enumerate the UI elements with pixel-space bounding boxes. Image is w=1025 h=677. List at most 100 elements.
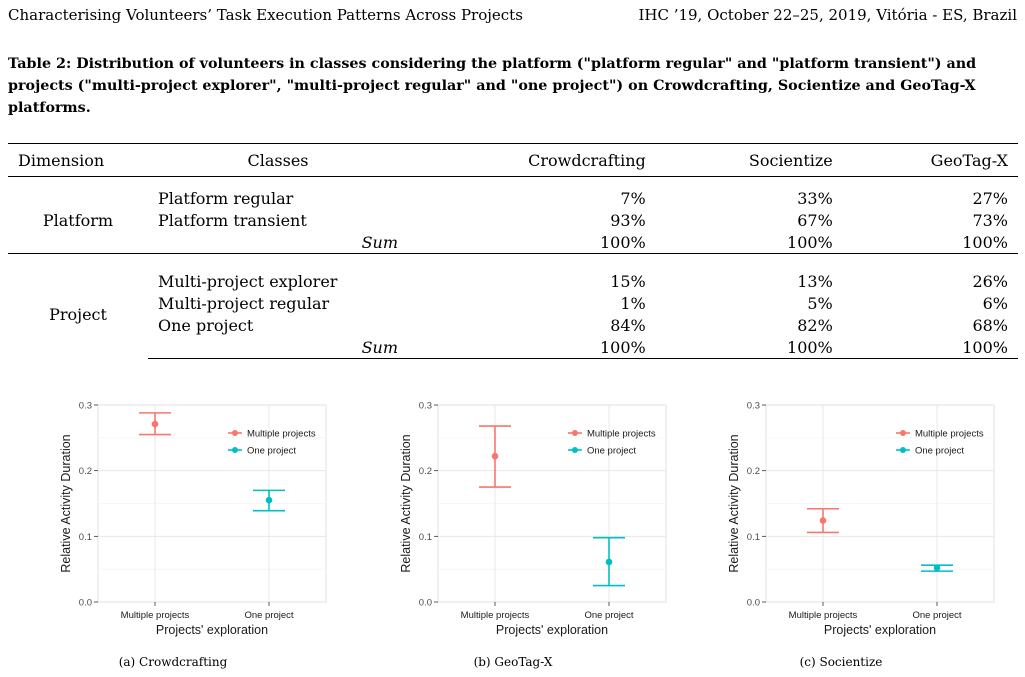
- x-axis-label: Projects' exploration: [156, 623, 268, 637]
- table-row: Multi-project regular 1% 5% 6%: [8, 292, 1018, 314]
- legend-label: One project: [915, 446, 964, 457]
- legend-label: Multiple projects: [915, 429, 984, 440]
- y-axis-label: Relative Activity Duration: [727, 434, 741, 572]
- table-header-row: Dimension Classes Crowdcrafting Socienti…: [8, 143, 1018, 177]
- column-header-socientize: Socientize: [655, 143, 843, 177]
- column-header-crowdcrafting: Crowdcrafting: [408, 143, 656, 177]
- legend-key-point: [231, 430, 238, 436]
- value-cell: 5%: [807, 293, 833, 313]
- legend-label: One project: [247, 446, 296, 457]
- y-tick-label: 0.0: [419, 598, 432, 609]
- value-cell: 13%: [797, 271, 833, 291]
- chart-geotag: 0.0 0.1 0.2 0.3 Multiple projects One project…: [399, 401, 667, 637]
- x-axis-label: Projects' exploration: [496, 623, 608, 637]
- legend-label: Multiple projects: [247, 429, 316, 440]
- class-cell: Platform transient: [158, 210, 307, 230]
- sum-value: 100%: [842, 336, 1018, 359]
- y-tick-label: 0.1: [747, 532, 760, 543]
- y-tick-label: 0.0: [79, 598, 92, 609]
- data-point: [151, 420, 159, 428]
- value-cell: 27%: [972, 188, 1008, 208]
- y-tick-label: 0.3: [79, 401, 92, 412]
- x-axis-label: Projects' exploration: [824, 623, 936, 637]
- x-tick-label: One project: [912, 610, 961, 621]
- y-tick-label: 0.2: [747, 466, 760, 477]
- data-point: [933, 564, 941, 572]
- value-cell: 15%: [610, 271, 646, 291]
- running-header: Characterising Volunteers’ Task Executio…: [8, 6, 1017, 26]
- dimension-cell: Platform: [42, 210, 114, 230]
- value-cell: 6%: [982, 293, 1008, 313]
- data-point: [491, 452, 499, 460]
- y-axis-label: Relative Activity Duration: [399, 434, 413, 572]
- x-tick-label: One project: [244, 610, 293, 621]
- value-cell: 33%: [797, 188, 833, 208]
- chart-crowdcrafting: 0.0 0.1 0.2 0.3 Multiple projects One project…: [59, 401, 327, 637]
- y-tick-label: 0.1: [79, 532, 92, 543]
- value-cell: 73%: [972, 210, 1008, 230]
- sum-value: 100%: [962, 232, 1008, 252]
- legend-key-point: [899, 447, 906, 453]
- table-row: Project Multi-project explorer 15% 13% 2…: [8, 270, 1018, 324]
- x-tick-label: Multiple projects: [121, 610, 190, 621]
- value-cell: 1%: [620, 293, 646, 313]
- chart-panel-crowdcrafting: 0.0 0.1 0.2 0.3 Multiple projects One project…: [8, 395, 338, 677]
- legend-key-point: [571, 447, 578, 453]
- value-cell: 82%: [797, 315, 833, 335]
- subfigure-caption: (c) Socientize: [799, 655, 883, 669]
- sum-label: Sum: [148, 336, 408, 359]
- table-row: Platform Platform regular 7% 33% 27%: [8, 187, 1018, 230]
- sum-value: 100%: [787, 232, 833, 252]
- chart-socientize: 0.0 0.1 0.2 0.3 Multiple projects One project…: [727, 401, 995, 637]
- column-header-geotag: GeoTag-X: [842, 143, 1018, 177]
- table-row: One project 84% 82% 68%: [8, 314, 1018, 336]
- data-point: [265, 496, 273, 504]
- class-cell: Multi-project regular: [158, 293, 330, 313]
- column-header-dimension: Dimension: [8, 143, 148, 177]
- dimension-cell: Project: [49, 304, 107, 324]
- y-tick-label: 0.3: [747, 401, 760, 412]
- table-row: Platform transient 93% 67% 73%: [8, 209, 1018, 231]
- x-tick-label: Multiple projects: [461, 610, 530, 621]
- column-header-classes: Classes: [148, 143, 408, 177]
- sum-value: 100%: [408, 336, 656, 359]
- value-cell: 84%: [610, 315, 646, 335]
- sum-value: 100%: [655, 336, 843, 359]
- legend-key-point: [571, 430, 578, 436]
- class-cell: One project: [158, 315, 254, 335]
- data-point: [819, 517, 827, 524]
- y-tick-label: 0.0: [747, 598, 760, 609]
- value-cell: 67%: [797, 210, 833, 230]
- y-tick-label: 0.2: [419, 466, 432, 477]
- value-cell: 68%: [972, 315, 1008, 335]
- data-point: [605, 558, 613, 566]
- sum-row: Sum 100% 100% 100%: [8, 336, 1018, 359]
- subfigure-caption: (b) GeoTag-X: [473, 655, 553, 669]
- y-tick-label: 0.1: [419, 532, 432, 543]
- figure-panels: 0.0 0.1 0.2 0.3 Multiple projects One project…: [0, 395, 1025, 677]
- legend-key-point: [899, 430, 906, 436]
- distribution-table: Dimension Classes Crowdcrafting Socienti…: [8, 143, 1018, 359]
- class-cell: Platform regular: [158, 188, 294, 208]
- chart-panel-socientize: 0.0 0.1 0.2 0.3 Multiple projects One project…: [676, 395, 1006, 677]
- value-cell: 93%: [610, 210, 646, 230]
- running-header-title: Characterising Volunteers’ Task Executio…: [8, 6, 523, 24]
- running-header-venue: IHC ’19, October 22–25, 2019, Vitória - …: [638, 6, 1017, 24]
- y-tick-label: 0.3: [419, 401, 432, 412]
- sum-value: 100%: [600, 232, 646, 252]
- sum-row: Sum 100% 100% 100%: [8, 231, 1018, 254]
- y-tick-label: 0.2: [79, 466, 92, 477]
- chart-panel-geotag: 0.0 0.1 0.2 0.3 Multiple projects One project…: [348, 395, 678, 677]
- x-tick-label: One project: [584, 610, 633, 621]
- sum-label: Sum: [361, 232, 398, 252]
- value-cell: 7%: [620, 188, 646, 208]
- legend-label: Multiple projects: [587, 429, 656, 440]
- class-cell: Multi-project explorer: [158, 271, 338, 291]
- table-caption: Table 2: Distribution of volunteers in c…: [8, 56, 977, 116]
- legend-label: One project: [587, 446, 636, 457]
- subfigure-caption: (a) Crowdcrafting: [118, 655, 228, 669]
- x-tick-label: Multiple projects: [789, 610, 858, 621]
- legend-key-point: [231, 447, 238, 453]
- y-axis-label: Relative Activity Duration: [59, 434, 73, 572]
- value-cell: 26%: [972, 271, 1008, 291]
